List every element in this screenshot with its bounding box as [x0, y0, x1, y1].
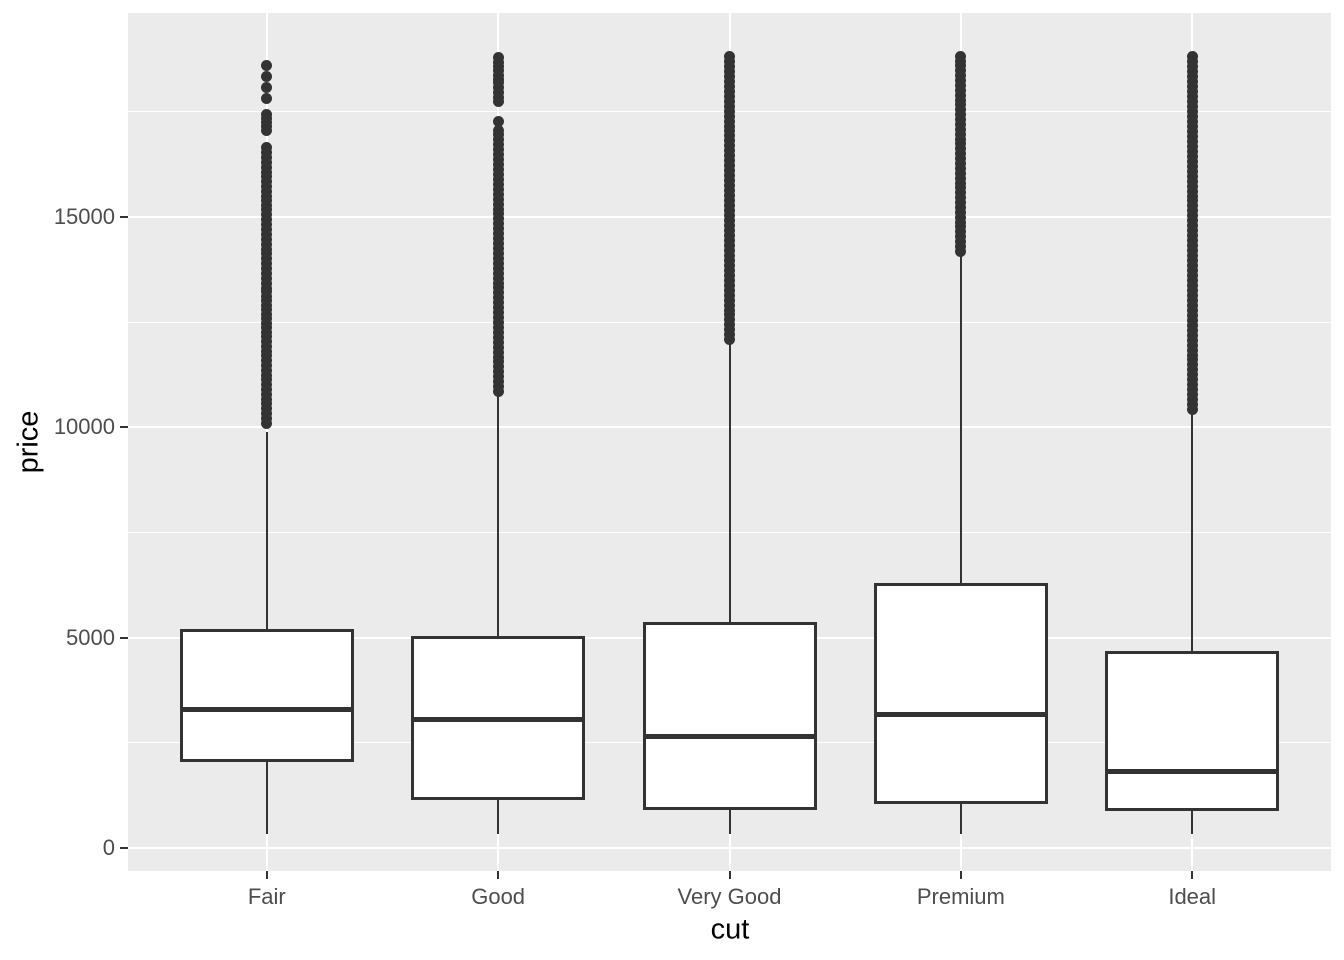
x-tick-label-good: Good: [471, 884, 526, 909]
median-line-ideal: [1105, 769, 1280, 775]
whisker-lower-very-good: [728, 809, 731, 834]
outlier-dot: [724, 334, 735, 346]
x-tick-label-fair: Fair: [247, 884, 286, 909]
outlier-dot: [261, 93, 273, 105]
whisker-lower-good: [497, 799, 500, 835]
y-tick-mark-5000: [120, 636, 128, 639]
boxplot-box-fair: [179, 629, 354, 762]
outlier-dot: [261, 59, 273, 71]
whisker-upper-premium: [959, 252, 962, 584]
x-tick-mark-fair: [265, 871, 268, 879]
x-tick-label-very-good: Very Good: [677, 884, 782, 909]
outlier-dot: [261, 82, 273, 94]
whisker-upper-ideal: [1191, 412, 1194, 652]
median-line-premium: [873, 711, 1048, 717]
whisker-lower-ideal: [1191, 811, 1194, 835]
x-tick-mark-ideal: [1191, 871, 1194, 879]
outlier-dot: [955, 245, 967, 257]
outlier-dot: [492, 125, 504, 137]
whisker-upper-good: [497, 391, 500, 637]
y-tick-label-5000: 5000: [66, 624, 115, 650]
y-tick-mark-15000: [120, 216, 128, 218]
whisker-lower-premium: [959, 803, 962, 835]
outlier-dot: [261, 71, 273, 83]
y-tick-mark-10000: [120, 426, 128, 429]
median-line-good: [411, 717, 586, 723]
boxplot-box-premium: [873, 583, 1048, 804]
x-axis-title: cut: [710, 913, 750, 946]
median-line-fair: [179, 707, 354, 713]
x-tick-label-ideal: Ideal: [1168, 884, 1217, 909]
whisker-upper-very-good: [728, 340, 731, 622]
y-axis-title: price: [12, 410, 45, 474]
x-tick-mark-premium: [959, 871, 962, 879]
outlier-dot: [261, 124, 273, 136]
boxplot-box-ideal: [1105, 651, 1280, 812]
y-tick-label-10000: 10000: [53, 414, 115, 440]
x-tick-mark-very-good: [728, 871, 731, 879]
x-tick-mark-good: [497, 871, 500, 879]
median-line-very-good: [642, 734, 817, 740]
outlier-dot: [492, 96, 504, 108]
whisker-lower-fair: [265, 761, 268, 834]
x-tick-label-premium: Premium: [916, 884, 1005, 909]
outlier-dot: [492, 116, 504, 128]
boxplot-box-very-good: [642, 621, 817, 810]
outlier-dot: [261, 417, 273, 429]
outlier-dot: [1186, 404, 1198, 416]
y-tick-mark-0: [120, 846, 128, 849]
y-tick-label-0: 0: [102, 834, 115, 860]
whisker-upper-fair: [265, 431, 268, 629]
y-tick-label-15000: 15000: [53, 204, 115, 229]
outlier-dot: [492, 386, 504, 398]
